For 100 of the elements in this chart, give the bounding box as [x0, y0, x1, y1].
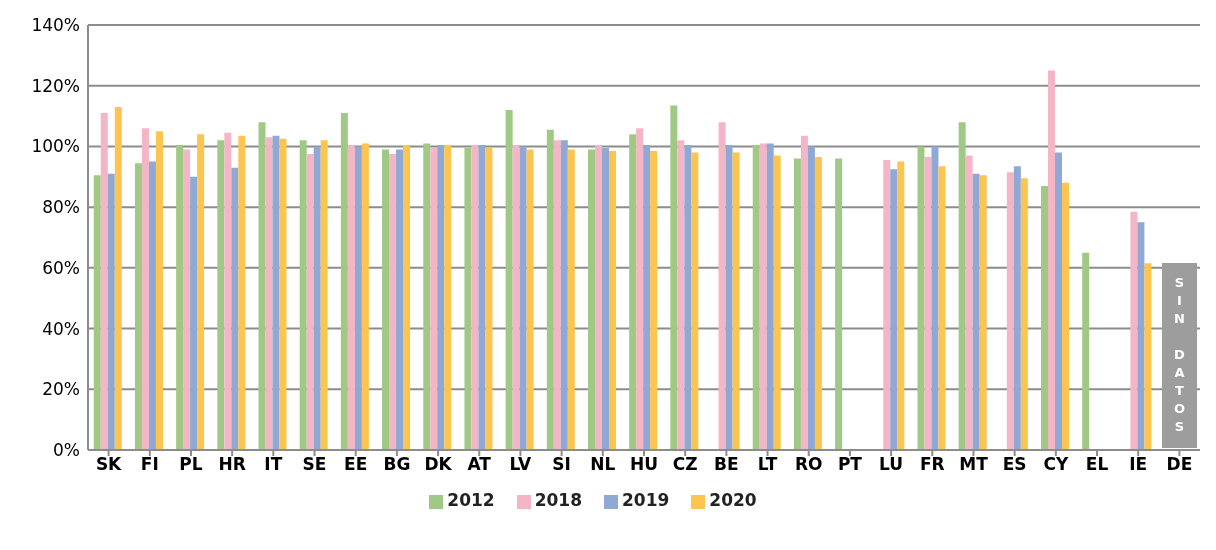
x-tick-label: SE: [302, 454, 327, 475]
bar: [972, 173, 980, 450]
bar: [979, 175, 987, 450]
bar: [773, 155, 781, 450]
x-tick-label: LV: [509, 454, 533, 475]
x-tick-label: IT: [264, 454, 283, 475]
bar: [629, 134, 637, 450]
bar: [931, 146, 939, 450]
bar: [299, 140, 307, 450]
bar: [636, 128, 644, 450]
bar: [800, 135, 808, 450]
bar: [650, 150, 658, 450]
annotation: SIN DATOS: [1171, 274, 1187, 437]
x-tick-label: HR: [218, 454, 246, 475]
x-tick-label: FI: [140, 454, 159, 475]
x-tick-label: BG: [383, 454, 411, 475]
bar: [1041, 185, 1049, 450]
bar: [691, 152, 699, 450]
bar: [1130, 211, 1138, 450]
x-tick-label: EE: [344, 454, 368, 475]
bar: [526, 149, 534, 450]
bar: [793, 158, 801, 450]
bar: [594, 144, 602, 450]
bar: [258, 122, 266, 450]
bar: [677, 140, 685, 450]
bar: [546, 129, 554, 450]
x-tick-label: SK: [95, 454, 123, 475]
bar: [231, 167, 239, 450]
bar: [320, 140, 328, 450]
x-tick-label: EL: [1085, 454, 1109, 475]
y-tick-label: 0%: [53, 440, 80, 461]
bar: [430, 147, 438, 450]
bar: [684, 144, 692, 450]
legend-label: 2020: [709, 490, 757, 510]
bar: [238, 135, 246, 450]
bar: [752, 144, 760, 450]
bar: [471, 144, 479, 450]
y-tick-label: 40%: [42, 318, 80, 339]
x-tick-label: NL: [590, 454, 616, 475]
bar: [670, 105, 678, 450]
bar: [93, 175, 101, 450]
bar: [965, 155, 973, 450]
x-tick-label: PL: [179, 454, 203, 475]
bar: [766, 143, 774, 450]
bar: [897, 161, 905, 450]
bar: [1144, 263, 1152, 450]
x-tick-label: CZ: [672, 454, 698, 475]
bar: [340, 113, 348, 450]
x-tick-label: RO: [794, 454, 823, 475]
x-tick-label: ES: [1002, 454, 1027, 475]
y-tick-label: 120%: [31, 75, 80, 96]
bar: [279, 138, 287, 450]
legend-label: 2019: [622, 490, 670, 510]
bar: [389, 154, 397, 450]
bar: [134, 163, 142, 450]
bar: [478, 144, 486, 450]
y-tick-label: 140%: [31, 15, 80, 36]
x-tick-label: LT: [757, 454, 778, 475]
bar: [732, 152, 740, 450]
bar: [382, 149, 390, 450]
bar: [917, 146, 925, 450]
x-tick-label: CY: [1043, 454, 1069, 475]
bar: [814, 157, 822, 450]
bar: [807, 146, 815, 450]
bar: [883, 160, 891, 450]
bar: [553, 140, 561, 450]
bar: [512, 144, 520, 450]
bar: [265, 137, 273, 450]
bar: [938, 166, 946, 450]
bar: [958, 122, 966, 450]
x-tick-label: PT: [837, 454, 863, 475]
bar: [183, 149, 191, 450]
bar: [176, 144, 184, 450]
bar: [567, 149, 575, 450]
bar: [197, 134, 205, 450]
bar: [890, 169, 898, 450]
bar: [272, 135, 280, 450]
bar: [148, 161, 156, 450]
x-tick-label: LU: [879, 454, 904, 475]
bar: [114, 106, 122, 450]
x-tick-label: DE: [1166, 454, 1193, 475]
bar: [217, 140, 225, 450]
bar: [725, 144, 733, 450]
bar: [835, 158, 843, 450]
bar: [1013, 166, 1021, 450]
legend-label: 2018: [534, 490, 582, 510]
bar: [354, 146, 362, 450]
note-box: SIN DATOS: [1162, 263, 1197, 448]
bar: [560, 140, 568, 450]
bar: [306, 154, 314, 450]
x-tick-label: AT: [467, 454, 492, 475]
y-tick-label: 100%: [31, 136, 80, 157]
bar: [464, 147, 472, 450]
bar: [361, 143, 369, 450]
bar: [155, 131, 163, 450]
bar: [1048, 70, 1056, 450]
bar: [587, 149, 595, 450]
x-tick-label: HU: [629, 454, 659, 475]
bar: [437, 144, 445, 450]
x-tick-label: FR: [919, 454, 945, 475]
